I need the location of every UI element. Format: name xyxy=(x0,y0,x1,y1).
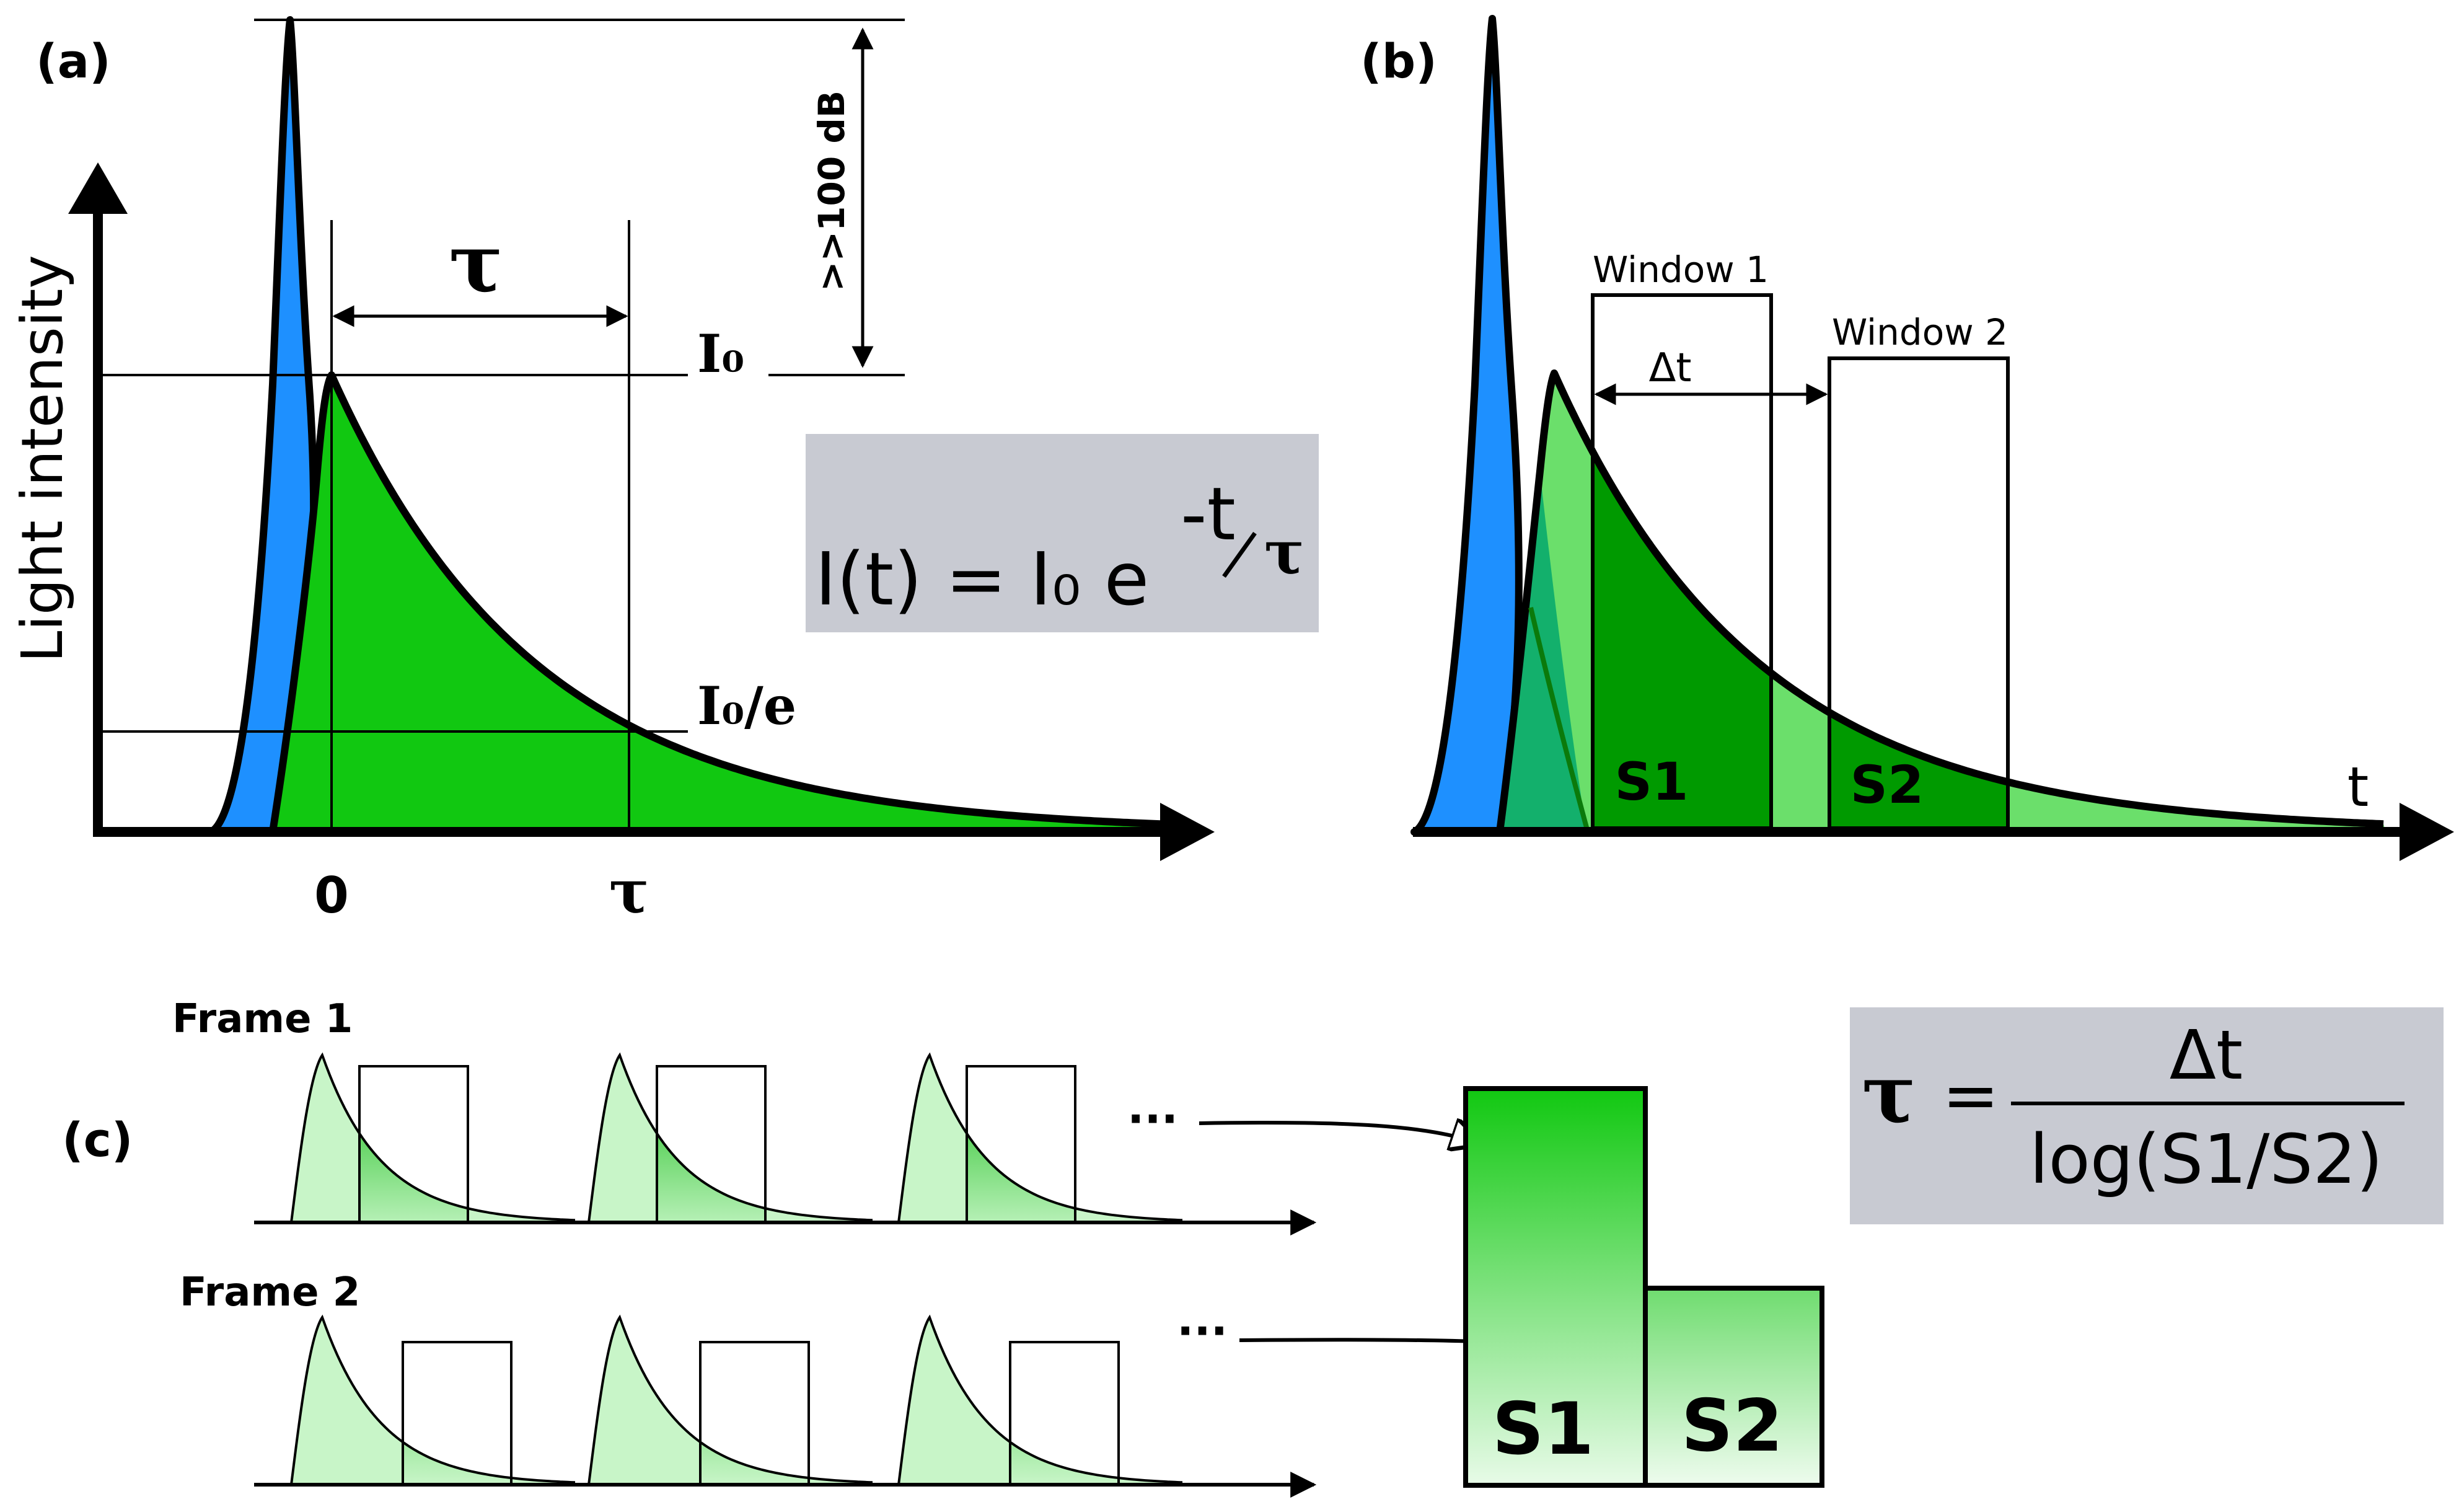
blue-pulse-tail-b xyxy=(1528,607,1590,833)
bar-s2-label: S2 xyxy=(1681,1384,1783,1468)
bar-s2 xyxy=(1643,1286,1824,1488)
mini-decay-outline xyxy=(897,1314,1183,1485)
tau-span-label: τ xyxy=(449,216,503,311)
panel-c: (c) Frame 1 Frame 2 ··· ··· S1 S2 τ = Δt… xyxy=(62,996,2444,1498)
s2-label-b: S2 xyxy=(1850,754,1924,815)
tick-zero-label: 0 xyxy=(314,867,349,924)
mini-decay-area xyxy=(589,1317,874,1485)
panel-b: (b) Window 1 Window 2 Δt S1 S2 t xyxy=(1360,15,2454,861)
tick-tau-label: τ xyxy=(609,857,649,927)
rld-formula-denominator: log(S1/S2) xyxy=(2030,1120,2383,1199)
decay-formula-exponent-slash xyxy=(1222,531,1257,578)
i0-label: I₀ xyxy=(697,323,744,384)
frame-1-decays xyxy=(290,1052,1184,1224)
frame-1-ellipsis: ··· xyxy=(1127,1093,1178,1145)
frame-2-decays xyxy=(290,1314,1184,1486)
panel-b-label: (b) xyxy=(1360,33,1437,89)
mini-decay-outline xyxy=(897,1052,1183,1223)
x-axis-arrowhead xyxy=(1160,803,1215,861)
mini-decay-outline xyxy=(290,1052,576,1223)
rld-formula-equals: = xyxy=(1942,1056,1999,1135)
rld-formula-box: τ = Δt log(S1/S2) xyxy=(1850,1007,2444,1224)
frame-2-label: Frame 2 xyxy=(180,1270,360,1315)
panel-c-label: (c) xyxy=(62,1112,133,1167)
window-2-label: Window 2 xyxy=(1832,311,2008,353)
panel-a: (a) τ >>100 dB Light intensity I₀ I₀/e 0… xyxy=(9,16,1319,927)
mini-decay-outline xyxy=(587,1314,873,1485)
mini-decay-outline xyxy=(587,1052,873,1223)
x-axis-label-t: t xyxy=(2347,755,2369,819)
s1-label-b: S1 xyxy=(1615,751,1689,812)
decay-formula-lhs: I(t) = I₀ e xyxy=(815,536,1149,622)
y-axis-arrowhead xyxy=(68,162,128,214)
frame-2-ellipsis: ··· xyxy=(1177,1305,1228,1357)
window1-integral-s1 xyxy=(1593,451,1771,831)
decay-formula-exponent-denominator: τ xyxy=(1264,518,1305,588)
delta-t-label: Δt xyxy=(1649,345,1692,391)
green-decay-outline-b xyxy=(1496,369,2384,833)
y-axis-label: Light intensity xyxy=(9,255,76,663)
mini-decay-area xyxy=(291,1317,576,1485)
bar-s1 xyxy=(1463,1086,1648,1488)
x-axis-arrowhead-b xyxy=(2400,803,2454,861)
mini-decay-area xyxy=(899,1317,1184,1485)
mini-decay-outline xyxy=(290,1314,576,1485)
frame-1-to-s1-arrow xyxy=(1199,1123,1481,1144)
panel-a-label: (a) xyxy=(36,33,111,89)
decay-formula-exponent-numerator: -t xyxy=(1181,471,1236,557)
dynamic-range-label: >>100 dB xyxy=(811,91,853,291)
window2-integral-s2 xyxy=(1829,712,2008,831)
rld-formula-numerator: Δt xyxy=(2170,1015,2243,1095)
green-decay-curve xyxy=(269,371,1169,836)
window-1-label: Window 1 xyxy=(1593,249,1769,291)
i0-over-e-label: I₀/e xyxy=(697,675,796,736)
decay-formula-box: I(t) = I₀ e -t τ xyxy=(806,434,1319,632)
blue-excitation-pulse-b xyxy=(1410,15,1523,836)
frame-1-label: Frame 1 xyxy=(172,996,353,1042)
rld-formula-tau: τ xyxy=(1862,1046,1916,1141)
bar-s1-label: S1 xyxy=(1492,1387,1594,1471)
